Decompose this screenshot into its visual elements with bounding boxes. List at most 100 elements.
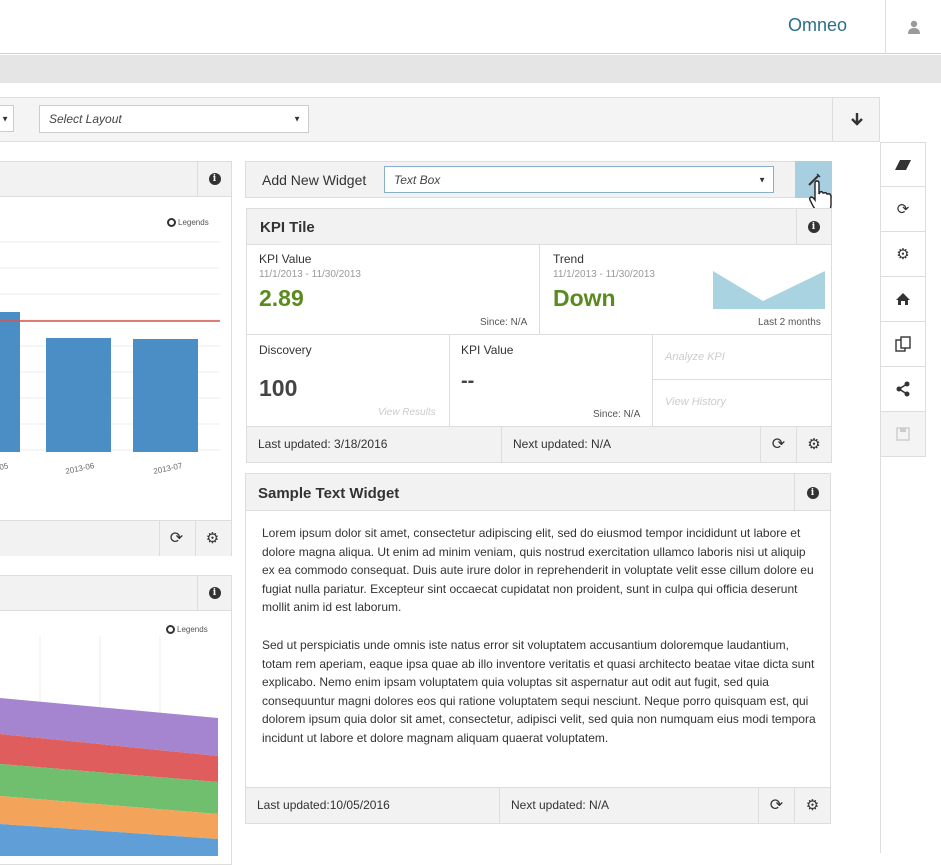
trend-period: Last 2 months — [758, 317, 821, 328]
kpi-since: Since: N/A — [480, 317, 528, 328]
divider — [501, 426, 502, 462]
divider — [499, 787, 500, 823]
download-button[interactable] — [832, 97, 880, 142]
trend-dates: 11/1/2013 - 11/30/2013 — [553, 269, 655, 280]
analyze-kpi-label: Analyze KPI — [665, 351, 725, 363]
area-chart-widget: i Legends — [0, 575, 232, 865]
share-icon — [896, 381, 910, 397]
refresh-icon: ⟳ — [771, 436, 786, 453]
trend-sparkline — [713, 271, 825, 309]
text-settings-button[interactable]: ⚙ — [794, 787, 830, 823]
text-paragraph-1: Lorem ipsum dolor sit amet, consectetur … — [262, 526, 814, 614]
text-widget-footer — [246, 787, 830, 823]
text-paragraph-2: Sed ut perspiciatis unde omnis iste natu… — [262, 638, 816, 745]
text-last-updated: Last updated:10/05/2016 — [257, 798, 390, 812]
widget-type-value: Text Box — [394, 172, 441, 187]
kpi-refresh-button[interactable]: ⟳ — [760, 426, 796, 462]
text-widget: Sample Text Widget i Lorem ipsum dolor s… — [245, 473, 831, 824]
kpi-value: 2.89 — [259, 285, 304, 311]
trend-value: Down — [553, 285, 616, 311]
kpi-tile-title: KPI Tile — [260, 219, 315, 236]
kpi2-value: -- — [461, 370, 475, 392]
refresh-icon: ⟳ — [896, 201, 910, 218]
text-widget-title: Sample Text Widget — [258, 485, 400, 502]
trend-cell[interactable]: Trend 11/1/2013 - 11/30/2013 Down Last 2… — [540, 245, 831, 335]
layout-select[interactable]: Select Layout ▼ — [39, 105, 309, 133]
widget-type-select[interactable]: Text Box ▼ — [384, 166, 774, 193]
analyze-kpi-button[interactable]: Analyze KPI — [653, 335, 831, 380]
info-icon: i — [208, 173, 221, 185]
bar-chart-footer — [0, 520, 231, 556]
arrow-down-icon — [850, 113, 863, 126]
add-widget-button[interactable] — [795, 161, 832, 198]
dashboard-select[interactable]: ▼ — [0, 105, 14, 132]
info-icon: i — [806, 486, 819, 499]
save-button[interactable] — [880, 412, 926, 457]
text-refresh-button[interactable]: ⟳ — [758, 787, 794, 823]
kpi-value-label: KPI Value — [259, 252, 312, 266]
magic-wand-icon — [807, 172, 821, 186]
brand-link[interactable]: Omneo — [788, 15, 848, 35]
area-series-purple — [0, 698, 218, 756]
gear-icon: ⚙ — [896, 246, 910, 263]
area-chart-info-button[interactable]: i — [197, 576, 231, 610]
kpi-tile-footer — [247, 426, 831, 462]
gear-icon: ⚙ — [807, 436, 821, 453]
kpi-value-2-cell[interactable]: KPI Value -- Since: N/A — [450, 335, 653, 426]
right-tool-sidebar — [880, 142, 941, 853]
refresh-icon: ⟳ — [769, 797, 784, 814]
kpi-settings-button[interactable]: ⚙ — [796, 426, 831, 462]
area-series-orange — [0, 796, 218, 839]
bar-2013-05 — [0, 312, 20, 452]
bar-chart-info-button[interactable]: i — [197, 162, 231, 196]
legend-label: Legends — [177, 625, 208, 634]
secondary-bar — [0, 55, 941, 83]
area-series-blue — [0, 824, 218, 856]
bar-2013-07 — [133, 339, 198, 452]
user-icon — [907, 20, 920, 34]
user-menu-button[interactable] — [885, 0, 941, 54]
text-widget-info-button[interactable]: i — [794, 474, 830, 511]
gear-icon: ⚙ — [205, 530, 220, 547]
bar-chart-header — [0, 162, 231, 197]
home-icon — [896, 293, 910, 305]
discovery-cell[interactable]: Discovery 100 View Results — [247, 335, 450, 426]
share-button[interactable] — [880, 367, 926, 412]
kpi2-since: Since: N/A — [593, 409, 641, 420]
home-button[interactable] — [880, 277, 926, 322]
kpi-value-cell[interactable]: KPI Value 11/1/2013 - 11/30/2013 2.89 Si… — [247, 245, 540, 335]
tick-2013-05: 05 — [0, 461, 10, 472]
kpi-value-dates: 11/1/2013 - 11/30/2013 — [259, 269, 361, 280]
bar-chart-widget: i Legends 05 2013-06 2013-07 ⟳ ⚙ — [0, 161, 232, 556]
view-results-link[interactable]: View Results — [378, 407, 436, 418]
discovery-value: 100 — [259, 375, 298, 401]
kpi-tile-header — [247, 209, 831, 245]
bar-2013-06 — [46, 338, 111, 452]
chart-legend-toggle[interactable]: Legends — [166, 625, 208, 634]
kpi-next-updated: Next updated: N/A — [513, 437, 612, 451]
top-bar — [0, 0, 941, 54]
layout-select-value: Select Layout — [49, 112, 122, 126]
refresh-all-button[interactable]: ⟳ — [880, 187, 926, 232]
hand-cursor-icon — [808, 180, 832, 214]
gear-icon: ⚙ — [805, 797, 820, 814]
eraser-button[interactable] — [880, 142, 926, 187]
eraser-icon — [895, 159, 911, 170]
area-series-red — [0, 734, 218, 782]
bar-chart: 05 2013-06 2013-07 — [0, 241, 220, 476]
tick-2013-06: 2013-06 — [65, 461, 96, 476]
info-icon: i — [208, 587, 221, 599]
legend-label: Legends — [178, 218, 209, 227]
settings-button[interactable]: ⚙ — [880, 232, 926, 277]
copy-button[interactable] — [880, 322, 926, 367]
bar-chart-settings-button[interactable]: ⚙ — [195, 520, 229, 556]
chart-legend-toggle[interactable]: Legends — [167, 218, 209, 227]
bar-chart-refresh-button[interactable]: ⟳ — [159, 520, 193, 556]
view-history-button[interactable]: View History — [653, 380, 831, 426]
kpi-tile-widget: KPI Tile i KPI Value 11/1/2013 - 11/30/2… — [246, 208, 832, 463]
area-chart — [0, 636, 218, 856]
tick-2013-07: 2013-07 — [153, 461, 184, 476]
view-history-label: View History — [665, 396, 726, 408]
kpi-tile-info-button[interactable]: i — [796, 209, 830, 245]
kpi-last-updated: Last updated: 3/18/2016 — [258, 437, 388, 451]
